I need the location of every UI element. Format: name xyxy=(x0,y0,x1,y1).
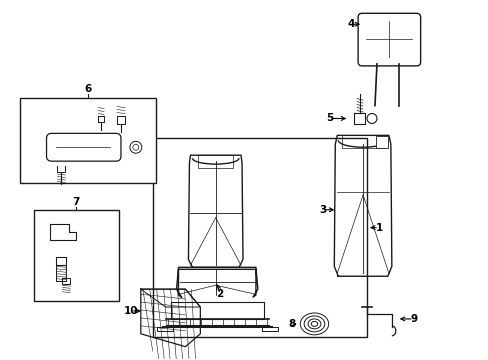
Text: 8: 8 xyxy=(287,319,295,329)
Text: 5: 5 xyxy=(325,113,332,123)
Text: 9: 9 xyxy=(409,314,416,324)
Text: 10: 10 xyxy=(123,306,138,316)
Bar xyxy=(20,98,155,183)
Text: 7: 7 xyxy=(73,197,80,207)
Text: 6: 6 xyxy=(84,84,92,94)
Text: 2: 2 xyxy=(216,289,224,299)
FancyBboxPatch shape xyxy=(46,133,121,161)
Bar xyxy=(152,138,366,337)
FancyBboxPatch shape xyxy=(357,13,420,66)
Text: 4: 4 xyxy=(347,19,354,29)
Bar xyxy=(34,210,119,301)
Text: 1: 1 xyxy=(375,222,382,233)
Text: 3: 3 xyxy=(319,205,326,215)
Bar xyxy=(375,136,387,148)
